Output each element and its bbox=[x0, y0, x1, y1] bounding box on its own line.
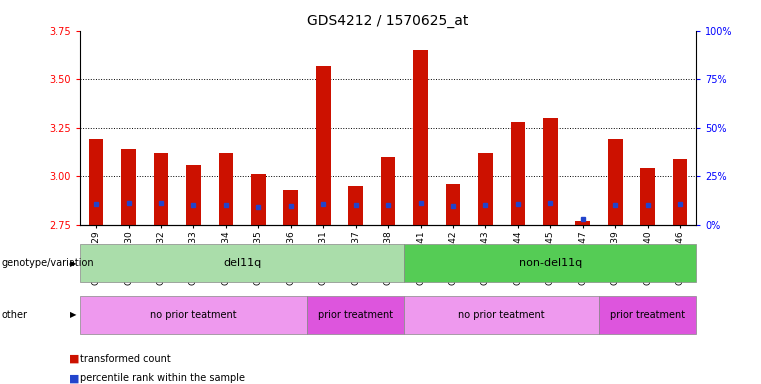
Text: non-del11q: non-del11q bbox=[519, 258, 582, 268]
Text: del11q: del11q bbox=[223, 258, 261, 268]
Bar bbox=[413, 50, 428, 225]
Text: prior treatment: prior treatment bbox=[318, 310, 393, 320]
Bar bbox=[380, 157, 396, 225]
Bar bbox=[543, 118, 558, 225]
Bar bbox=[608, 139, 622, 225]
Bar bbox=[349, 186, 363, 225]
Bar bbox=[316, 66, 330, 225]
Bar bbox=[154, 153, 168, 225]
Bar bbox=[186, 164, 201, 225]
Bar bbox=[89, 139, 103, 225]
Bar bbox=[284, 190, 298, 225]
Text: no prior teatment: no prior teatment bbox=[458, 310, 545, 320]
Bar bbox=[251, 174, 266, 225]
Bar bbox=[218, 153, 233, 225]
Text: prior treatment: prior treatment bbox=[610, 310, 685, 320]
Bar bbox=[121, 149, 136, 225]
Title: GDS4212 / 1570625_at: GDS4212 / 1570625_at bbox=[307, 14, 469, 28]
Text: genotype/variation: genotype/variation bbox=[2, 258, 94, 268]
Bar bbox=[478, 153, 492, 225]
Text: transformed count: transformed count bbox=[80, 354, 170, 364]
Text: ▶: ▶ bbox=[69, 310, 76, 319]
Bar bbox=[673, 159, 687, 225]
Text: other: other bbox=[2, 310, 27, 320]
Text: ■: ■ bbox=[68, 373, 79, 383]
Text: ■: ■ bbox=[68, 354, 79, 364]
Bar bbox=[511, 122, 525, 225]
Text: no prior teatment: no prior teatment bbox=[150, 310, 237, 320]
Bar bbox=[575, 221, 590, 225]
Text: ▶: ▶ bbox=[69, 258, 76, 268]
Text: percentile rank within the sample: percentile rank within the sample bbox=[80, 373, 245, 383]
Bar bbox=[640, 169, 655, 225]
Bar bbox=[446, 184, 460, 225]
